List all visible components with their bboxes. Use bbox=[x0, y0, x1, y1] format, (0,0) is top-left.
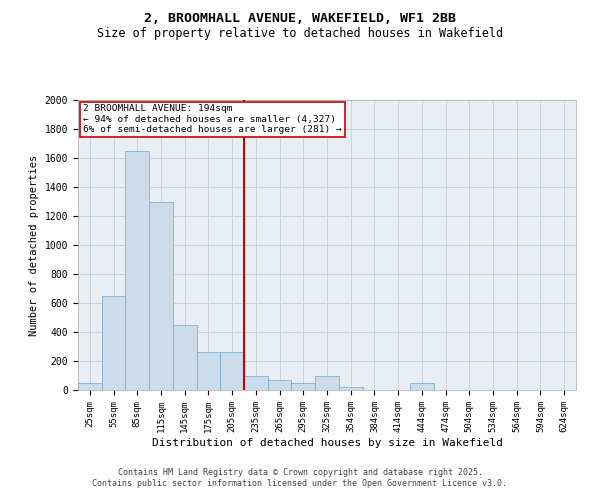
Bar bbox=[78, 383, 102, 390]
Text: Contains HM Land Registry data © Crown copyright and database right 2025.
Contai: Contains HM Land Registry data © Crown c… bbox=[92, 468, 508, 487]
Bar bbox=[292, 383, 315, 390]
Bar bbox=[197, 352, 220, 390]
Bar bbox=[102, 296, 125, 390]
Y-axis label: Number of detached properties: Number of detached properties bbox=[29, 154, 39, 336]
Text: 2, BROOMHALL AVENUE, WAKEFIELD, WF1 2BB: 2, BROOMHALL AVENUE, WAKEFIELD, WF1 2BB bbox=[144, 12, 456, 26]
Bar bbox=[315, 376, 339, 390]
Bar bbox=[149, 202, 173, 390]
Text: Size of property relative to detached houses in Wakefield: Size of property relative to detached ho… bbox=[97, 28, 503, 40]
Bar bbox=[173, 325, 197, 390]
Bar bbox=[125, 151, 149, 390]
Bar bbox=[339, 387, 362, 390]
Bar bbox=[220, 352, 244, 390]
Bar bbox=[268, 380, 292, 390]
X-axis label: Distribution of detached houses by size in Wakefield: Distribution of detached houses by size … bbox=[151, 438, 503, 448]
Bar bbox=[244, 376, 268, 390]
Bar bbox=[410, 384, 434, 390]
Text: 2 BROOMHALL AVENUE: 194sqm
← 94% of detached houses are smaller (4,327)
6% of se: 2 BROOMHALL AVENUE: 194sqm ← 94% of deta… bbox=[83, 104, 342, 134]
